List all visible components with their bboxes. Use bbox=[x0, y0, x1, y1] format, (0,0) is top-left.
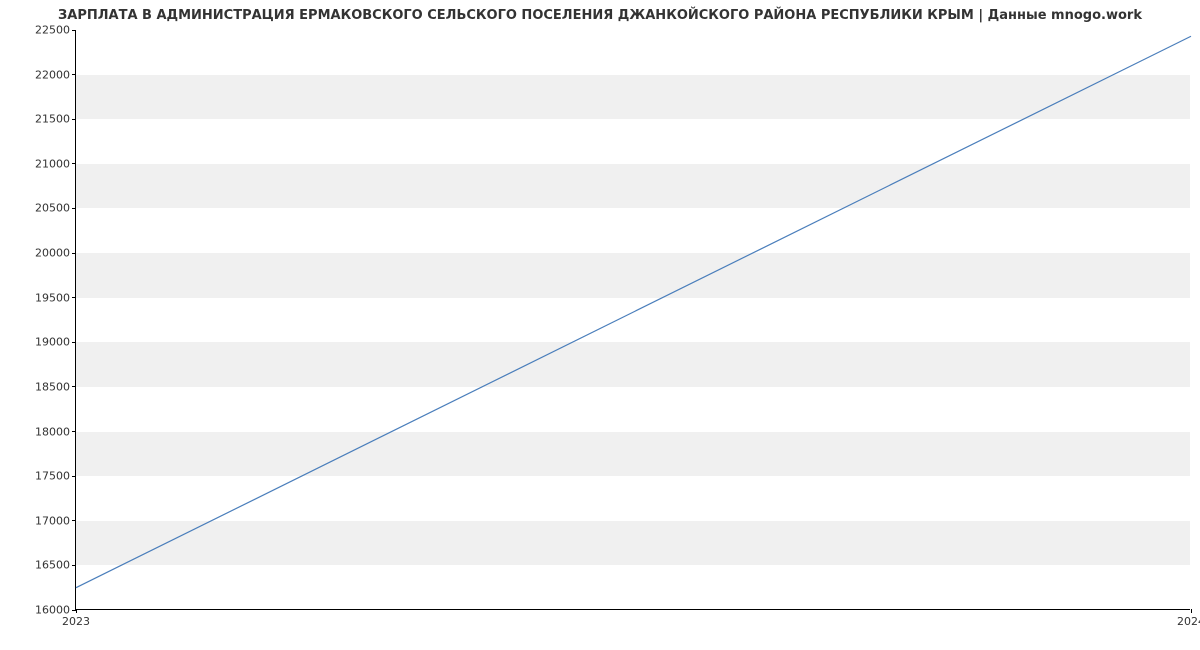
plot-area: 1600016500170001750018000185001900019500… bbox=[75, 30, 1190, 610]
y-tick bbox=[72, 119, 76, 120]
y-tick-label: 18500 bbox=[35, 380, 70, 393]
y-tick-label: 22000 bbox=[35, 68, 70, 81]
y-tick bbox=[72, 297, 76, 298]
y-tick bbox=[72, 476, 76, 477]
x-tick bbox=[1191, 609, 1192, 613]
y-tick-label: 16500 bbox=[35, 559, 70, 572]
y-tick bbox=[72, 431, 76, 432]
chart-title: ЗАРПЛАТА В АДМИНИСТРАЦИЯ ЕРМАКОВСКОГО СЕ… bbox=[0, 8, 1200, 23]
y-tick bbox=[72, 386, 76, 387]
y-tick bbox=[72, 565, 76, 566]
y-tick bbox=[72, 30, 76, 31]
y-tick bbox=[72, 208, 76, 209]
y-tick-label: 17000 bbox=[35, 514, 70, 527]
y-tick-label: 19500 bbox=[35, 291, 70, 304]
y-tick-label: 17500 bbox=[35, 470, 70, 483]
y-tick bbox=[72, 163, 76, 164]
x-tick bbox=[76, 609, 77, 613]
x-tick-label: 2024 bbox=[1177, 615, 1200, 628]
y-tick-label: 21500 bbox=[35, 113, 70, 126]
y-tick-label: 20000 bbox=[35, 247, 70, 260]
y-tick bbox=[72, 74, 76, 75]
y-tick-label: 18000 bbox=[35, 425, 70, 438]
y-tick-label: 19000 bbox=[35, 336, 70, 349]
chart-container: ЗАРПЛАТА В АДМИНИСТРАЦИЯ ЕРМАКОВСКОГО СЕ… bbox=[0, 0, 1200, 650]
y-tick bbox=[72, 253, 76, 254]
series-line bbox=[76, 36, 1191, 587]
y-tick-label: 22500 bbox=[35, 24, 70, 37]
y-tick bbox=[72, 520, 76, 521]
y-tick-label: 20500 bbox=[35, 202, 70, 215]
y-tick-label: 21000 bbox=[35, 157, 70, 170]
line-layer bbox=[76, 30, 1191, 610]
y-tick bbox=[72, 342, 76, 343]
x-tick-label: 2023 bbox=[62, 615, 90, 628]
